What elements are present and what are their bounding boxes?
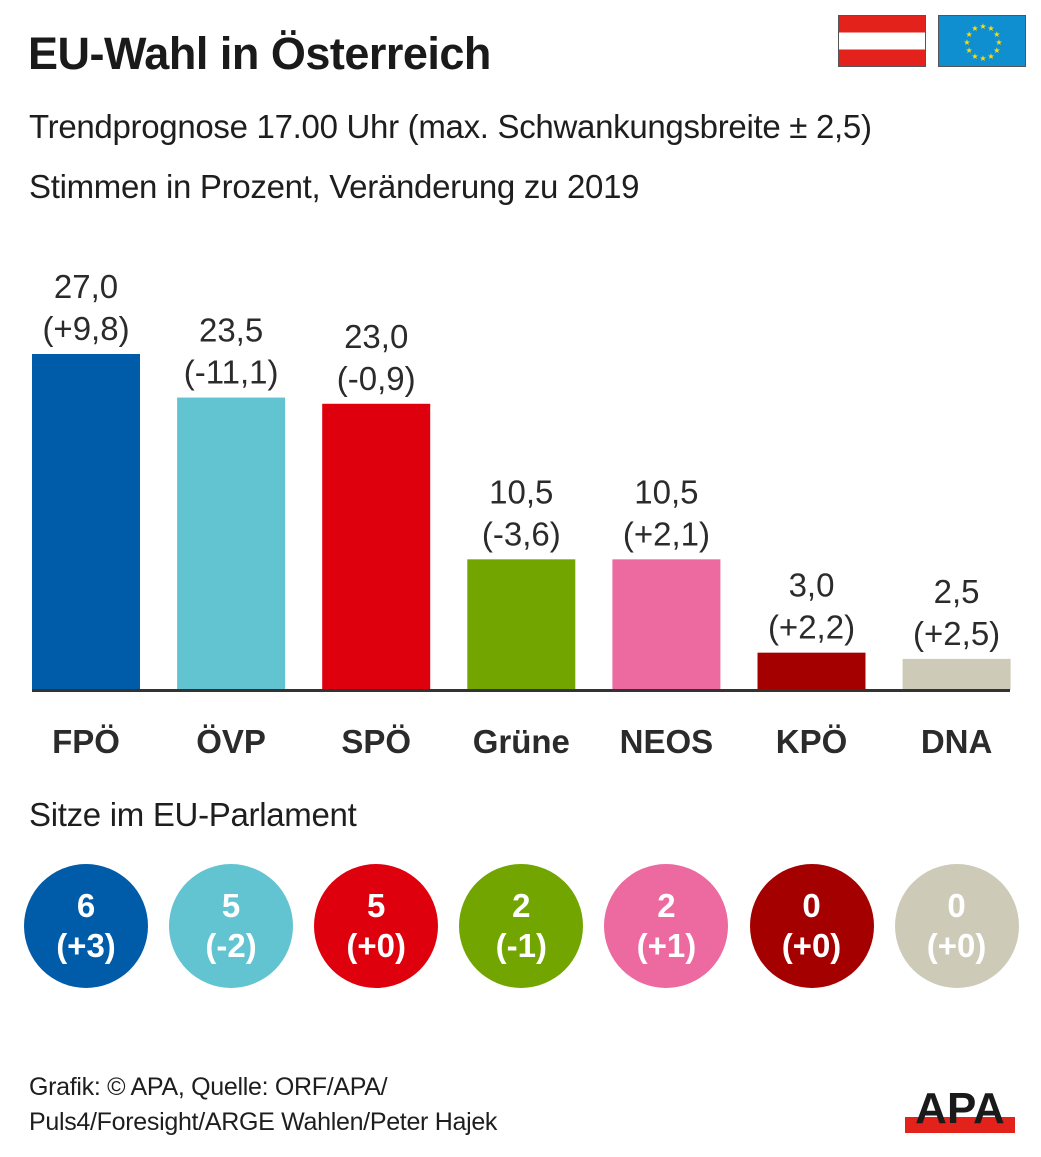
seat-count: 5 bbox=[367, 887, 386, 924]
value-label: 3,0 bbox=[789, 567, 835, 604]
bar-2 bbox=[322, 403, 431, 690]
austria-flag-icon bbox=[838, 15, 926, 67]
seat-count: 0 bbox=[802, 887, 821, 924]
apa-logo: APA bbox=[905, 1084, 1015, 1135]
seat-circle-neos: 2 (+1) bbox=[604, 864, 729, 988]
seat-change: (+3) bbox=[56, 927, 116, 964]
page-title: EU-Wahl in Österreich bbox=[28, 28, 491, 79]
category-label: DNA bbox=[921, 723, 993, 760]
change-label: (+2,2) bbox=[768, 609, 855, 646]
eu-stars: ★ ★★★★★★★★★★★ bbox=[963, 22, 1002, 63]
category-label: Grüne bbox=[473, 723, 570, 760]
value-label: 23,0 bbox=[344, 318, 408, 355]
seat-circle-dna: 0 (+0) bbox=[894, 864, 1019, 988]
value-label: 10,5 bbox=[489, 473, 553, 510]
bar-1 bbox=[177, 397, 286, 690]
category-label: KPÖ bbox=[776, 723, 848, 760]
seat-count: 0 bbox=[947, 887, 966, 924]
seat-count: 6 bbox=[76, 887, 96, 924]
eu-star-icon: ★ bbox=[963, 38, 970, 47]
bar-chart: 27,0 (+9,8) FPÖ 23,5 (-11,1) ÖVP 23,0 (-0,9) SPÖ… bbox=[32, 268, 1011, 760]
eu-star-icon: ★ bbox=[966, 30, 973, 39]
eu-star-icon: ★ bbox=[979, 54, 986, 63]
change-label: (-3,6) bbox=[482, 515, 561, 552]
eu-star-icon: ★ bbox=[966, 46, 973, 55]
category-label: SPÖ bbox=[341, 723, 411, 760]
change-label: (-11,1) bbox=[184, 354, 279, 391]
change-label: (-0,9) bbox=[337, 360, 416, 397]
category-label: NEOS bbox=[620, 723, 714, 760]
seat-count: 2 bbox=[512, 887, 531, 924]
bar-6 bbox=[902, 658, 1011, 690]
change-label: (+9,8) bbox=[42, 310, 129, 347]
seat-circle-grüne: 2 (-1) bbox=[459, 864, 584, 988]
subtitle: Trendprognose 17.00 Uhr (max. Schwankung… bbox=[29, 108, 872, 145]
seat-circle-fpö: 6 (+3) bbox=[24, 864, 148, 988]
seat-circle-kpö: 0 (+0) bbox=[749, 864, 874, 988]
eu-star-icon: ★ bbox=[995, 38, 1002, 47]
eu-star-icon: ★ bbox=[971, 52, 978, 61]
value-label: 23,5 bbox=[199, 312, 263, 349]
eu-flag-icon: ★ ★ ★ ★ ★ ★ ★ ★ ★ ★ ★ ★ bbox=[938, 15, 1026, 67]
apa-logo-text: APA bbox=[915, 1087, 1005, 1133]
source-line-1: Grafik: © APA, Quelle: ORF/APA/ bbox=[29, 1073, 388, 1101]
value-label: 2,5 bbox=[934, 573, 980, 610]
seat-change: (-1) bbox=[495, 927, 547, 964]
apa-logo-icon: APA bbox=[905, 1084, 1015, 1133]
seat-change: (+0) bbox=[926, 927, 987, 964]
value-label: 27,0 bbox=[54, 268, 118, 305]
eu-star-icon: ★ bbox=[993, 46, 1000, 55]
category-label: FPÖ bbox=[52, 723, 120, 760]
seat-change: (+1) bbox=[636, 927, 697, 964]
change-label: (+2,5) bbox=[913, 615, 1000, 652]
seat-count: 5 bbox=[221, 887, 241, 924]
bar-4 bbox=[612, 559, 721, 690]
eu-star-icon: ★ bbox=[979, 22, 986, 31]
bar-3 bbox=[467, 559, 576, 690]
source-line-2: Puls4/Foresight/ARGE Wahlen/Peter Hajek bbox=[29, 1108, 498, 1136]
seat-change: (-2) bbox=[205, 927, 257, 964]
bar-5 bbox=[757, 652, 866, 690]
eu-star-icon: ★ bbox=[987, 24, 994, 33]
category-label: ÖVP bbox=[196, 723, 266, 760]
source-footer: Grafik: © APA, Quelle: ORF/APA/ Puls4/Fo… bbox=[29, 1070, 497, 1140]
eu-star-icon: ★ bbox=[993, 30, 1000, 39]
seat-count: 2 bbox=[657, 887, 676, 924]
seat-change: (+0) bbox=[781, 927, 842, 964]
x-axis-baseline bbox=[32, 689, 1010, 692]
seat-change: (+0) bbox=[346, 927, 406, 964]
seat-circle-övp: 5 (-2) bbox=[169, 864, 294, 988]
change-label: (+2,1) bbox=[623, 515, 710, 552]
bar-0 bbox=[32, 354, 140, 690]
apa-logo-bar bbox=[905, 1117, 1015, 1133]
eu-star-icon: ★ bbox=[987, 52, 994, 61]
subtitle-units: Stimmen in Prozent, Veränderung zu 2019 bbox=[29, 168, 640, 205]
value-label: 10,5 bbox=[634, 473, 698, 510]
seat-circle-spö: 5 (+0) bbox=[314, 864, 439, 988]
eu-star-icon: ★ bbox=[971, 24, 978, 33]
seats-title: Sitze im EU-Parlament bbox=[29, 796, 357, 833]
